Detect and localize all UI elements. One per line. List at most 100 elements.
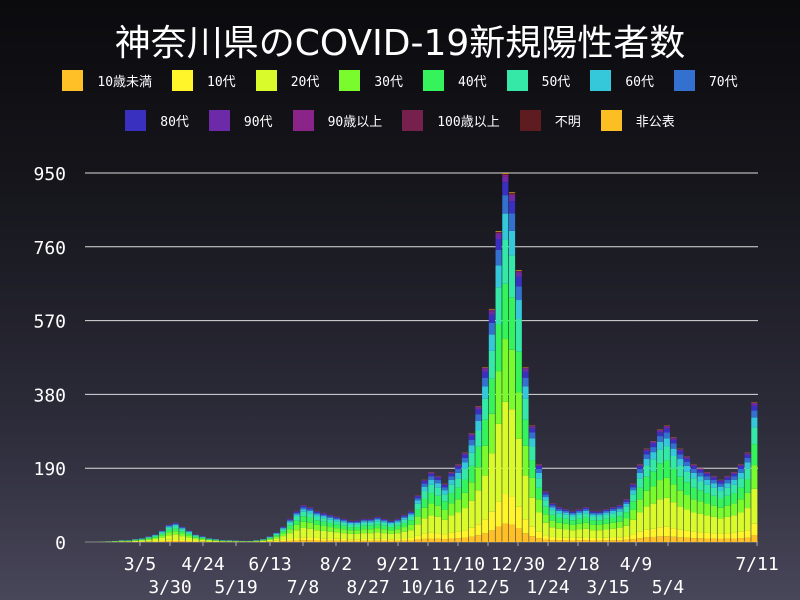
bar-stack (266, 536, 273, 542)
bar-segment (542, 500, 549, 507)
bar-segment (670, 439, 677, 444)
bar-segment (650, 536, 657, 542)
bar-segment (616, 509, 623, 512)
bar-stack (408, 510, 415, 542)
bar-segment (455, 512, 462, 532)
bar-stack (212, 538, 219, 542)
bar-segment (347, 530, 354, 534)
legend-label: 不明 (554, 115, 581, 130)
bar-segment (448, 503, 455, 516)
bar-segment (367, 522, 374, 526)
bar-stack (468, 433, 475, 542)
bar-segment (522, 398, 529, 420)
bar-segment (347, 522, 354, 525)
bar-segment (583, 540, 590, 542)
bar-segment (744, 453, 751, 455)
bar-segment (556, 507, 563, 510)
bar-segment (441, 487, 448, 491)
bar-segment (508, 201, 516, 214)
bar-segment (159, 540, 166, 542)
bar-segment (434, 495, 442, 506)
bar-segment (488, 511, 495, 531)
bar-segment (630, 519, 637, 535)
bar-segment (744, 462, 751, 469)
bar-segment (603, 509, 610, 511)
bar-segment (172, 523, 179, 525)
bar-segment (529, 460, 536, 478)
bar-segment (374, 517, 381, 519)
bar-segment (515, 506, 522, 529)
bar-stack (354, 520, 361, 542)
bar-segment (185, 541, 193, 542)
bar-segment (596, 516, 603, 521)
bar-segment (589, 537, 596, 541)
legend-item: 60代 (590, 70, 654, 91)
bar-segment (300, 537, 307, 541)
bar-segment (468, 465, 475, 483)
bar-segment (273, 540, 280, 542)
bar-segment (502, 401, 509, 495)
bar-stack (159, 530, 166, 542)
bar-segment (408, 540, 415, 542)
bar-stack (562, 508, 569, 542)
bar-segment (731, 515, 738, 533)
bar-segment (589, 524, 596, 531)
legend-swatch (62, 70, 84, 91)
bar-segment (677, 451, 684, 455)
bar-segment (334, 538, 341, 541)
bar-stack (434, 475, 442, 542)
bar-segment (381, 529, 388, 534)
bar-segment (461, 468, 469, 480)
bar-segment (717, 533, 724, 539)
bar-segment (367, 521, 374, 523)
bar-segment (683, 495, 691, 510)
bar-segment (300, 540, 307, 542)
bar-segment (482, 377, 489, 387)
bar-stack (199, 536, 206, 542)
bar-stack (132, 538, 139, 542)
bar-segment (434, 516, 442, 534)
bar-segment (609, 517, 617, 523)
bar-segment (401, 540, 408, 542)
bar-segment (630, 509, 637, 520)
bar-segment (643, 529, 650, 538)
bar-segment (529, 477, 536, 498)
bar-segment (293, 514, 300, 517)
bar-segment (455, 487, 462, 500)
legend-item: 不明 (519, 110, 581, 131)
bar-segment (751, 402, 758, 404)
bar-segment (387, 533, 394, 540)
bar-segment (334, 528, 341, 533)
bar-segment (663, 426, 670, 429)
y-tick-label: 570 (33, 312, 66, 333)
legend-label: 30代 (374, 75, 403, 90)
bar-segment (657, 449, 664, 464)
bar-segment (408, 530, 415, 538)
bar-segment (636, 538, 643, 542)
bar-segment (152, 535, 159, 537)
bar-segment (401, 527, 408, 532)
bar-segment (650, 528, 657, 537)
bar-segment (334, 524, 341, 529)
bar-segment (199, 539, 206, 542)
bar-segment (670, 468, 677, 485)
bar-segment (542, 522, 549, 536)
bar-segment (482, 368, 489, 369)
bar-stack (535, 464, 543, 542)
bar-stack (340, 518, 347, 542)
bar-segment (354, 527, 361, 531)
bar-segment (185, 533, 193, 536)
bar-segment (515, 286, 522, 301)
bar-stack (300, 505, 307, 542)
bar-stack (657, 429, 664, 542)
bar-stack (280, 526, 287, 542)
bar-segment (286, 533, 294, 539)
bar-segment (273, 536, 280, 539)
bar-stack (394, 518, 401, 542)
legend-label: 100歳以上 (437, 115, 500, 130)
bar-segment (549, 536, 556, 541)
bar-segment (515, 271, 522, 273)
bar-segment (145, 537, 152, 539)
bar-segment (401, 519, 408, 523)
